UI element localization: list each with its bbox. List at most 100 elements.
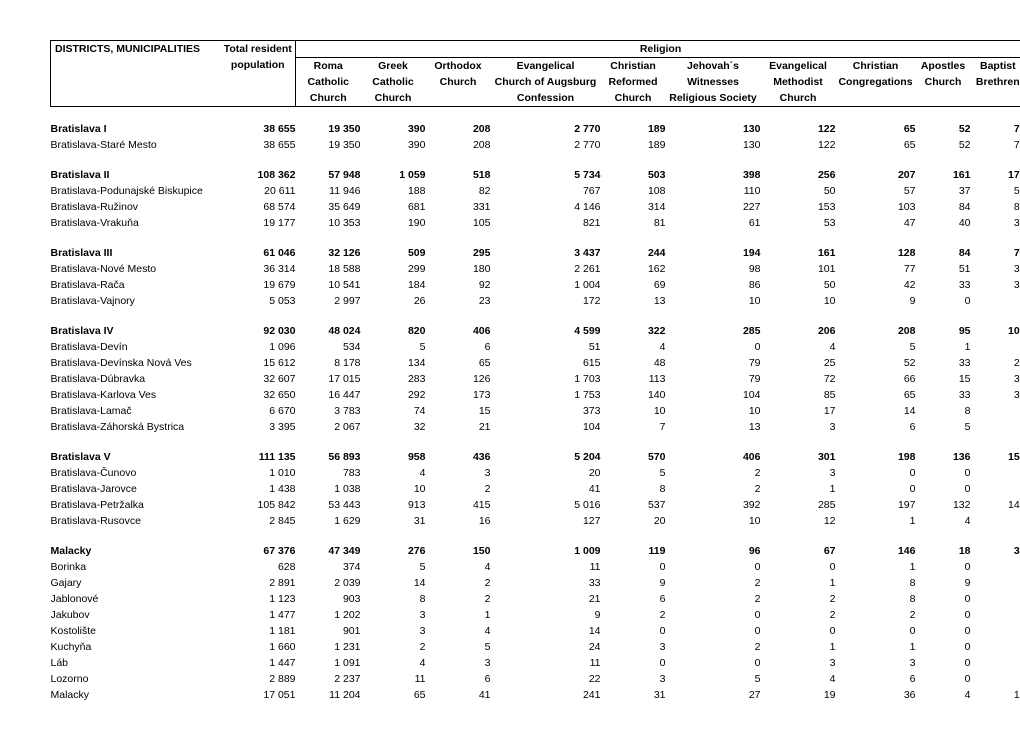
row-value: 9 — [601, 575, 666, 591]
row-value: 1 703 — [491, 371, 601, 387]
row-value: 14 — [836, 403, 916, 419]
row-value: 3 — [836, 655, 916, 671]
row-value: 70 — [971, 137, 1020, 153]
row-value: 52 — [836, 355, 916, 371]
row-value: 767 — [491, 183, 601, 199]
row-value: 3 — [761, 465, 836, 481]
row-name: Bratislava-Jarovce — [51, 481, 221, 497]
religion-table: DISTRICTS, MUNICIPALITIES Total resident… — [50, 40, 1020, 703]
row-value: 101 — [971, 323, 1020, 339]
row-value: 19 350 — [296, 137, 361, 153]
row-value: 19 679 — [221, 277, 296, 293]
row-value: 30 — [971, 543, 1020, 559]
row-value: 207 — [836, 167, 916, 183]
row-value: 1 438 — [221, 481, 296, 497]
row-value: 6 — [426, 339, 491, 355]
row-value: 52 — [916, 137, 971, 153]
row-value: 38 655 — [221, 137, 296, 153]
row-value: 31 — [601, 687, 666, 703]
row-value: 82 — [426, 183, 491, 199]
row-value: 5 016 — [491, 497, 601, 513]
row-value: 19 350 — [296, 121, 361, 137]
row-value: 2 889 — [221, 671, 296, 687]
row-value: 122 — [761, 137, 836, 153]
row-value: 208 — [426, 137, 491, 153]
row-value: 111 135 — [221, 449, 296, 465]
row-value: 4 — [426, 623, 491, 639]
row-value: 4 — [916, 687, 971, 703]
row-value: 2 — [666, 639, 761, 655]
row-value: 51 — [916, 261, 971, 277]
row-value: 4 — [361, 655, 426, 671]
row-value: 0 — [666, 607, 761, 623]
table-row: Bratislava-Vrakuňa19 17710 3531901058218… — [51, 215, 1020, 231]
row-value: 285 — [761, 497, 836, 513]
row-value: 8 — [916, 403, 971, 419]
row-value: 33 — [491, 575, 601, 591]
row-value: 10 541 — [296, 277, 361, 293]
table-row: Bratislava-Čunovo1 0107834320523000 — [51, 465, 1020, 481]
row-value: 33 — [916, 277, 971, 293]
header-col-4: ChristianReformedChurch — [601, 58, 666, 107]
row-value: 105 842 — [221, 497, 296, 513]
row-value: 208 — [836, 323, 916, 339]
row-value: 194 — [666, 245, 761, 261]
row-value: 18 588 — [296, 261, 361, 277]
row-value: 3 — [361, 623, 426, 639]
row-name: Borinka — [51, 559, 221, 575]
row-value: 4 599 — [491, 323, 601, 339]
row-value: 1 — [971, 339, 1020, 355]
table-row: Malacky17 05111 204654124131271936413 — [51, 687, 1020, 703]
row-value: 189 — [601, 121, 666, 137]
row-value: 67 — [761, 543, 836, 559]
row-name: Bratislava-Podunajské Biskupice — [51, 183, 221, 199]
row-value: 0 — [666, 559, 761, 575]
row-value: 392 — [666, 497, 761, 513]
row-value: 5 — [971, 623, 1020, 639]
row-value: 0 — [836, 481, 916, 497]
table-header: DISTRICTS, MUNICIPALITIES Total resident… — [51, 41, 1020, 107]
row-value: 65 — [426, 355, 491, 371]
row-value: 15 612 — [221, 355, 296, 371]
row-value: 32 126 — [296, 245, 361, 261]
row-value: 3 — [601, 671, 666, 687]
row-value: 0 — [761, 623, 836, 639]
row-value: 122 — [761, 121, 836, 137]
row-value: 53 443 — [296, 497, 361, 513]
row-value: 783 — [296, 465, 361, 481]
row-value: 5 053 — [221, 293, 296, 309]
table-row: Bratislava I38 65519 3503902082 77018913… — [51, 121, 1020, 137]
row-value: 134 — [361, 355, 426, 371]
row-value: 180 — [426, 261, 491, 277]
row-name: Bratislava-Karlova Ves — [51, 387, 221, 403]
row-value: 17 051 — [221, 687, 296, 703]
row-value: 79 — [666, 371, 761, 387]
row-value: 534 — [296, 339, 361, 355]
row-value: 33 — [916, 387, 971, 403]
row-value: 26 — [361, 293, 426, 309]
row-name: Láb — [51, 655, 221, 671]
row-value: 1 — [761, 639, 836, 655]
row-value: 0 — [971, 639, 1020, 655]
row-value: 79 — [666, 355, 761, 371]
row-value: 15 — [426, 403, 491, 419]
row-value: 1 004 — [491, 277, 601, 293]
row-value: 0 — [666, 655, 761, 671]
row-value: 299 — [361, 261, 426, 277]
row-value: 19 — [761, 687, 836, 703]
table-row: Gajary2 8912 03914233921891 — [51, 575, 1020, 591]
row-name: Bratislava III — [51, 245, 221, 261]
row-name: Gajary — [51, 575, 221, 591]
row-value: 285 — [666, 323, 761, 339]
row-name: Bratislava V — [51, 449, 221, 465]
row-name: Bratislava-Devínska Nová Ves — [51, 355, 221, 371]
row-value: 1 202 — [296, 607, 361, 623]
row-value: 8 — [836, 591, 916, 607]
row-value: 3 783 — [296, 403, 361, 419]
row-value: 6 670 — [221, 403, 296, 419]
row-value: 162 — [601, 261, 666, 277]
row-value: 1 091 — [296, 655, 361, 671]
row-value: 537 — [601, 497, 666, 513]
table-body: Bratislava I38 65519 3503902082 77018913… — [51, 107, 1020, 704]
row-value: 103 — [836, 199, 916, 215]
